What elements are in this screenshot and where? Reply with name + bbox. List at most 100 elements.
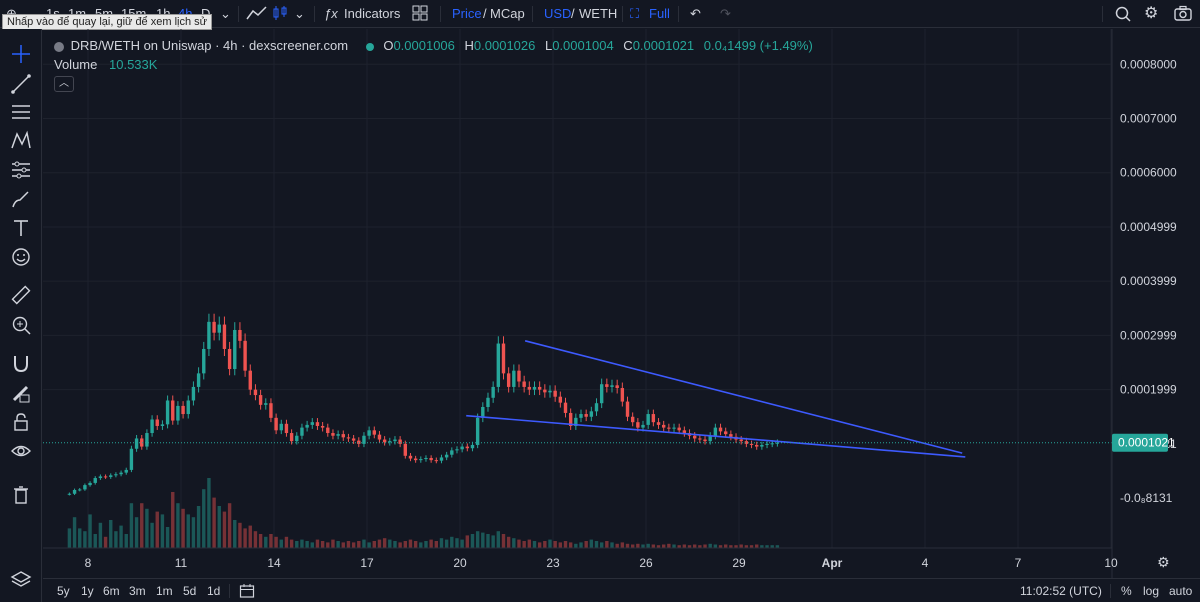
volume-bar: [687, 545, 692, 548]
volume-bar: [140, 503, 144, 548]
range-6m[interactable]: 6m: [103, 584, 120, 598]
candle-body: [413, 458, 418, 461]
chevron-down-icon[interactable]: ⌄: [220, 6, 231, 21]
candle-body: [408, 455, 413, 459]
zoom-in-icon[interactable]: [10, 314, 32, 336]
layers-icon[interactable]: [10, 569, 32, 591]
volume-bar: [718, 545, 723, 548]
volume-bar: [429, 539, 433, 548]
candle-body: [729, 434, 733, 437]
measure-settings-icon[interactable]: [10, 159, 32, 181]
volume-bar: [160, 514, 165, 548]
add-symbol-icon[interactable]: ⊕: [6, 5, 17, 23]
ruler-icon[interactable]: [10, 284, 32, 306]
toolbar-divider: [1102, 6, 1103, 22]
calendar-icon[interactable]: [239, 583, 255, 599]
percent-toggle[interactable]: %: [1121, 584, 1132, 598]
utc-clock[interactable]: 11:02:52 (UTC): [1020, 584, 1102, 598]
open-label: O: [383, 38, 394, 53]
text-icon[interactable]: [10, 217, 32, 239]
volume-bar: [176, 503, 180, 548]
gear-icon[interactable]: ⚙: [1144, 5, 1159, 22]
lock-pencil-icon[interactable]: [10, 382, 32, 404]
trash-icon[interactable]: [10, 484, 32, 506]
volume-bar: [310, 542, 314, 548]
volume-bar: [341, 542, 345, 548]
settings-gear-icon[interactable]: ⚙: [1157, 555, 1170, 571]
volume-bar: [419, 542, 423, 548]
eye-icon[interactable]: [10, 440, 32, 462]
volume-bar: [734, 545, 738, 548]
layout-grid-icon[interactable]: [412, 5, 428, 23]
candle-body: [532, 386, 537, 390]
volume-bar: [202, 489, 206, 548]
redo-icon[interactable]: ↷: [720, 6, 731, 21]
mcap-toggle[interactable]: MCap: [490, 6, 525, 21]
crosshair-icon[interactable]: [10, 43, 32, 65]
volume-bar: [227, 503, 232, 548]
volume-bar: [196, 506, 201, 548]
camera-icon[interactable]: [1174, 5, 1192, 23]
search-icon[interactable]: [1114, 5, 1132, 23]
candle-body: [646, 414, 650, 425]
token-logo-icon: [54, 41, 64, 52]
candle-body: [419, 459, 423, 461]
emoji-icon[interactable]: [10, 246, 32, 268]
chevron-down-icon[interactable]: ⌄: [294, 6, 305, 21]
candle-body: [501, 343, 506, 374]
time-tick-label: 8: [85, 556, 92, 570]
candle-body: [238, 329, 242, 341]
volume-bar: [145, 508, 149, 548]
volume-bar: [264, 536, 268, 548]
full-button[interactable]: Full: [649, 6, 670, 21]
indicators-button[interactable]: Indicators: [344, 6, 401, 21]
volume-bar: [481, 532, 485, 548]
undo-icon[interactable]: ↶: [690, 6, 701, 21]
pattern-icon[interactable]: [10, 130, 32, 152]
candle-body: [682, 430, 687, 434]
auto-toggle[interactable]: auto: [1169, 584, 1193, 598]
close-label: C: [623, 38, 633, 53]
range-1m[interactable]: 1m: [156, 584, 173, 598]
lock-icon[interactable]: [10, 411, 32, 433]
price-toggle[interactable]: Price: [452, 6, 482, 21]
volume-bar: [253, 531, 258, 548]
volume-bar: [408, 539, 413, 548]
candle-body: [150, 419, 154, 434]
volume-bar: [150, 522, 154, 548]
candle-body: [98, 476, 103, 479]
horizontal-lines-icon[interactable]: [10, 101, 32, 123]
candle-body: [744, 441, 749, 444]
interval-d[interactable]: D: [201, 5, 210, 23]
trend-line-icon[interactable]: [10, 73, 32, 95]
candlestick-icon[interactable]: [272, 5, 288, 23]
volume-bar: [584, 541, 588, 548]
candle-body: [289, 433, 294, 442]
range-3m[interactable]: 3m: [129, 584, 146, 598]
candle-body: [620, 388, 625, 402]
usd-toggle[interactable]: USD: [544, 6, 572, 21]
candle-body: [103, 476, 108, 478]
fx-icon[interactable]: ƒx: [324, 6, 338, 21]
weth-toggle[interactable]: WETH: [579, 6, 618, 21]
line-chart-icon[interactable]: [246, 5, 268, 23]
candle-body: [465, 446, 470, 449]
toolbar-divider: [314, 6, 315, 22]
range-1d[interactable]: 1d: [207, 584, 221, 598]
brush-icon[interactable]: [10, 188, 32, 210]
range-1y[interactable]: 1y: [81, 584, 94, 598]
price-chart[interactable]: 0.0008000 0.0007000 0.0006000 0.0004999 0.00…: [43, 29, 1200, 602]
collapse-legend-button[interactable]: ︿: [54, 76, 74, 92]
candle-body: [233, 329, 237, 370]
candle-body: [579, 414, 583, 418]
price-tick-label: 0.0006000: [1120, 166, 1177, 180]
volume-bar: [455, 538, 459, 548]
log-toggle[interactable]: log: [1143, 584, 1160, 598]
fullscreen-icon[interactable]: ⛶: [630, 6, 640, 21]
volume-bar: [83, 531, 87, 548]
range-5y[interactable]: 5y: [57, 584, 70, 598]
candle-body: [336, 434, 340, 436]
slash-separator: /: [483, 6, 487, 21]
magnet-icon[interactable]: [10, 352, 32, 374]
range-5d[interactable]: 5d: [183, 584, 197, 598]
